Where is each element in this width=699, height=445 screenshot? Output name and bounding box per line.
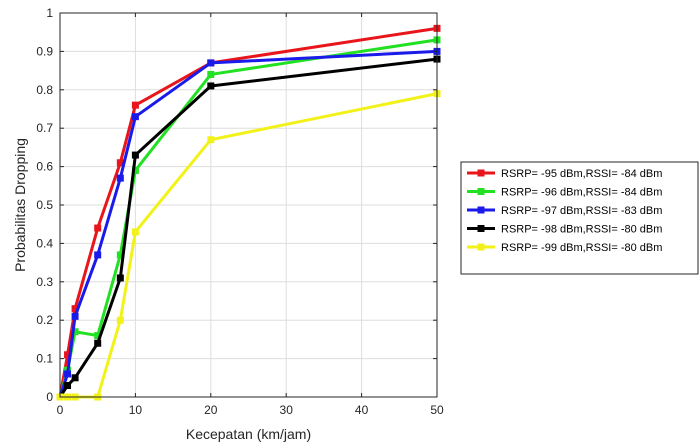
data-point bbox=[207, 70, 215, 78]
data-point bbox=[64, 351, 72, 359]
data-point bbox=[94, 332, 102, 340]
data-point bbox=[207, 136, 215, 144]
legend-label: RSRP= -96 dBm,RSSI= -84 dBm bbox=[501, 187, 662, 199]
x-axis-label: Kecepatan (km/jam) bbox=[186, 426, 311, 442]
legend-swatch-marker bbox=[477, 188, 485, 195]
series-line bbox=[58, 57, 438, 398]
legend-label: RSRP= -95 dBm,RSSI= -84 dBm bbox=[501, 168, 662, 180]
x-tick-label: 50 bbox=[430, 403, 444, 417]
legend-swatch-marker bbox=[477, 169, 485, 177]
y-tick-label: 0.4 bbox=[36, 236, 53, 250]
series-4 bbox=[56, 55, 441, 401]
legend-swatch-marker bbox=[477, 206, 485, 214]
x-tick-label: 0 bbox=[57, 403, 64, 417]
grid-lines bbox=[59, 12, 438, 398]
legend-swatch-marker bbox=[477, 243, 485, 251]
x-tick-label: 10 bbox=[129, 403, 143, 417]
legend-label: RSRP= -98 dBm,RSSI= -80 dBm bbox=[501, 224, 662, 236]
data-point bbox=[131, 151, 139, 159]
y-tick-label: 0.8 bbox=[36, 83, 53, 97]
legend: RSRP= -95 dBm,RSSI= -84 dBm RSRP= -96 dBm… bbox=[460, 161, 699, 275]
y-tick-label: 0.1 bbox=[36, 352, 53, 366]
y-tick-label: 0.2 bbox=[36, 313, 53, 327]
series-line bbox=[60, 92, 438, 399]
data-point bbox=[116, 159, 124, 167]
data-point bbox=[116, 316, 124, 324]
x-tick-label: 30 bbox=[280, 403, 294, 417]
data-point bbox=[94, 339, 102, 347]
series-line bbox=[58, 49, 438, 398]
x-tick-label: 20 bbox=[204, 403, 218, 417]
series-3 bbox=[56, 47, 441, 401]
y-tick-label: 0.9 bbox=[36, 44, 53, 58]
data-point bbox=[131, 166, 139, 174]
data-point bbox=[207, 59, 215, 67]
legend-box bbox=[460, 161, 699, 275]
legend-item: RSRP= -97 dBm,RSSI= -83 dBm bbox=[467, 205, 662, 217]
y-tick-label: 1 bbox=[46, 6, 53, 20]
legend-item: RSRP= -95 dBm,RSSI= -84 dBm bbox=[467, 168, 662, 180]
legend-label: RSRP= -99 dBm,RSSI= -80 dBm bbox=[501, 242, 662, 254]
data-point bbox=[71, 305, 79, 313]
data-point bbox=[116, 274, 124, 282]
y-tick-label: 0.5 bbox=[36, 198, 53, 212]
legend-item: RSRP= -96 dBm,RSSI= -84 dBm bbox=[467, 187, 662, 199]
y-tick-label: 0.6 bbox=[36, 160, 53, 174]
data-point bbox=[131, 113, 139, 121]
data-point bbox=[71, 328, 79, 336]
y-tick-label: 0.7 bbox=[36, 121, 53, 135]
y-tick-label: 0.3 bbox=[36, 275, 53, 289]
data-point bbox=[71, 312, 79, 320]
series-lines bbox=[56, 24, 441, 401]
data-point bbox=[116, 174, 124, 182]
legend-swatch-marker bbox=[477, 225, 485, 232]
data-point bbox=[131, 101, 139, 109]
axis-ticks: 0 10 20 30 40 50 0 0.1 0.2 0.3 0.4 0.5 0.6 0.7 0.8 0.9 1 bbox=[36, 6, 444, 417]
series-line bbox=[58, 26, 438, 398]
data-point bbox=[131, 228, 139, 236]
data-point bbox=[64, 381, 72, 389]
legend-label: RSRP= -97 dBm,RSSI= -83 dBm bbox=[501, 205, 662, 217]
series-line bbox=[58, 38, 438, 398]
y-axis-label: Probabilitas Dropping bbox=[12, 138, 28, 272]
y-tick-label: 0 bbox=[46, 390, 53, 404]
series-5 bbox=[56, 90, 441, 401]
data-point bbox=[207, 82, 215, 90]
data-point bbox=[94, 251, 102, 259]
data-point bbox=[64, 370, 72, 378]
data-point bbox=[94, 224, 102, 232]
x-tick-label: 40 bbox=[355, 403, 369, 417]
data-point bbox=[71, 374, 79, 382]
legend-item: RSRP= -98 dBm,RSSI= -80 dBm bbox=[467, 224, 662, 236]
data-point bbox=[116, 251, 124, 259]
legend-item: RSRP= -99 dBm,RSSI= -80 dBm bbox=[467, 242, 662, 254]
